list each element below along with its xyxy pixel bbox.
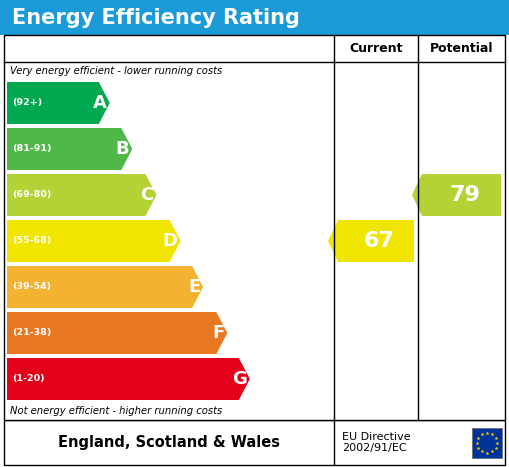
Bar xyxy=(4,420,505,465)
Text: 79: 79 xyxy=(449,185,480,205)
Text: G: G xyxy=(232,370,247,388)
Text: C: C xyxy=(140,186,153,204)
Text: (92+): (92+) xyxy=(12,99,42,107)
Text: EU Directive: EU Directive xyxy=(342,432,411,441)
Text: Not energy efficient - higher running costs: Not energy efficient - higher running co… xyxy=(10,406,222,416)
Text: D: D xyxy=(162,232,178,250)
Text: (81-91): (81-91) xyxy=(12,144,51,154)
Text: (39-54): (39-54) xyxy=(12,283,51,291)
Text: (21-38): (21-38) xyxy=(12,328,51,338)
Text: A: A xyxy=(93,94,107,112)
Text: England, Scotland & Wales: England, Scotland & Wales xyxy=(58,435,280,450)
Text: (55-68): (55-68) xyxy=(12,236,51,246)
Text: F: F xyxy=(212,324,224,342)
Text: B: B xyxy=(116,140,129,158)
Text: Potential: Potential xyxy=(430,42,493,55)
Bar xyxy=(4,35,505,420)
Text: Very energy efficient - lower running costs: Very energy efficient - lower running co… xyxy=(10,66,222,76)
Polygon shape xyxy=(7,220,181,262)
Polygon shape xyxy=(7,312,228,354)
Polygon shape xyxy=(7,358,250,400)
Text: (69-80): (69-80) xyxy=(12,191,51,199)
Bar xyxy=(0,0,509,35)
Polygon shape xyxy=(412,174,501,216)
Text: 2002/91/EC: 2002/91/EC xyxy=(342,444,407,453)
Polygon shape xyxy=(328,220,414,262)
Polygon shape xyxy=(7,266,203,308)
Text: (1-20): (1-20) xyxy=(12,375,45,383)
Text: E: E xyxy=(188,278,200,296)
Bar xyxy=(472,427,502,458)
Polygon shape xyxy=(7,128,132,170)
Text: Energy Efficiency Rating: Energy Efficiency Rating xyxy=(12,7,300,28)
Text: 67: 67 xyxy=(363,231,394,251)
Polygon shape xyxy=(7,82,110,124)
Text: Current: Current xyxy=(349,42,403,55)
Polygon shape xyxy=(7,174,156,216)
